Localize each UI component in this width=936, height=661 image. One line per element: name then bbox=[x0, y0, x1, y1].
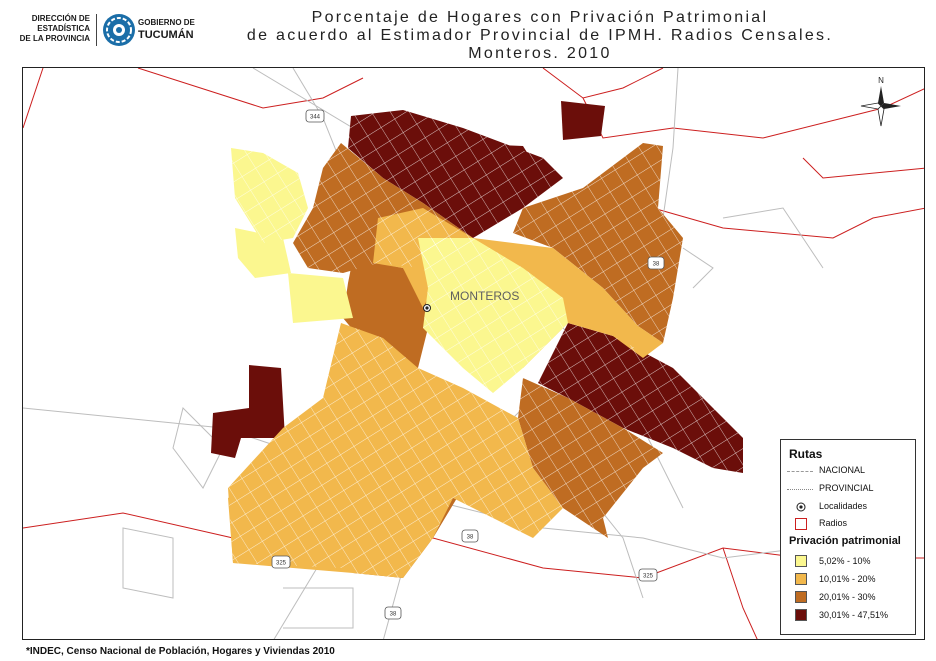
org-line-3: DE LA PROVINCIA bbox=[19, 34, 90, 43]
class-1-swatch bbox=[795, 555, 807, 567]
route-shield-38-center: 38 bbox=[461, 529, 479, 543]
legend-provincial-label: PROVINCIAL bbox=[819, 483, 874, 493]
route-shields: 344 38 38 38 325 325 bbox=[271, 109, 665, 620]
gov-line-2: TUCUMÁN bbox=[138, 29, 194, 41]
route-shield-38-south: 38 bbox=[384, 606, 402, 620]
choropleth-map[interactable]: 344 38 38 38 325 325 bbox=[23, 68, 925, 640]
legend-localities-label: Localidades bbox=[819, 501, 868, 511]
source-note: *INDEC, Censo Nacional de Población, Hog… bbox=[26, 646, 335, 657]
locality-symbol-icon bbox=[796, 502, 806, 512]
class-3-swatch bbox=[795, 591, 807, 603]
legend-radios-label: Radios bbox=[819, 518, 848, 528]
route-shield-344-label: 344 bbox=[310, 115, 321, 121]
route-shield-38-center-label: 38 bbox=[467, 535, 474, 541]
route-shield-325-west-label: 325 bbox=[276, 561, 287, 567]
class-2-label: 10,01% - 20% bbox=[819, 574, 876, 584]
government-logo-icon bbox=[103, 14, 135, 46]
org-line-2: ESTADÍSTICA bbox=[37, 24, 90, 33]
map-frame[interactable]: 344 38 38 38 325 325 bbox=[22, 67, 925, 640]
national-route-symbol bbox=[787, 471, 813, 472]
north-arrow-icon: N bbox=[860, 76, 901, 127]
map-title-line-1: Porcentaje de Hogares con Privación Patr… bbox=[311, 9, 769, 26]
radios-symbol bbox=[795, 518, 807, 530]
map-legend: Rutas NACIONAL PROVINCIAL Localidades Ra… bbox=[780, 439, 916, 635]
class-1-label: 5,02% - 10% bbox=[819, 556, 871, 566]
legend-national-label: NACIONAL bbox=[819, 465, 866, 475]
map-title-line-2: de acuerdo al Estimador Provincial de IP… bbox=[246, 27, 834, 44]
route-shield-38-south-label: 38 bbox=[390, 612, 397, 618]
north-label: N bbox=[878, 76, 884, 85]
class-4-swatch bbox=[795, 609, 807, 621]
org-line-1: DIRECCIÓN DE bbox=[31, 14, 90, 23]
route-shield-325-west: 325 bbox=[271, 555, 291, 569]
route-shield-325-east-label: 325 bbox=[643, 574, 654, 580]
legend-privation-title: Privación patrimonial bbox=[789, 535, 901, 547]
org-name: DIRECCIÓN DE ESTADÍSTICA DE LA PROVINCIA bbox=[14, 14, 90, 44]
class-3-label: 20,01% - 30% bbox=[819, 592, 876, 602]
class-2-swatch bbox=[795, 573, 807, 585]
street-grid bbox=[228, 110, 743, 578]
route-shield-325-east: 325 bbox=[638, 568, 658, 582]
map-title-line-3: Monteros. 2010 bbox=[468, 45, 612, 62]
class-4-label: 30,01% - 47,51% bbox=[819, 610, 889, 620]
provincial-route-symbol bbox=[787, 489, 813, 490]
legend-routes-title: Rutas bbox=[789, 447, 823, 461]
logo-block: DIRECCIÓN DE ESTADÍSTICA DE LA PROVINCIA… bbox=[14, 12, 204, 50]
locality-label: MONTEROS bbox=[450, 289, 520, 303]
route-shield-344: 344 bbox=[305, 109, 325, 123]
route-shield-38-north: 38 bbox=[647, 256, 665, 270]
locality-marker-icon[interactable] bbox=[423, 304, 431, 312]
logo-separator bbox=[96, 14, 97, 46]
route-shield-38-north-label: 38 bbox=[653, 262, 660, 268]
gov-line-1: GOBIERNO DE bbox=[138, 18, 195, 27]
